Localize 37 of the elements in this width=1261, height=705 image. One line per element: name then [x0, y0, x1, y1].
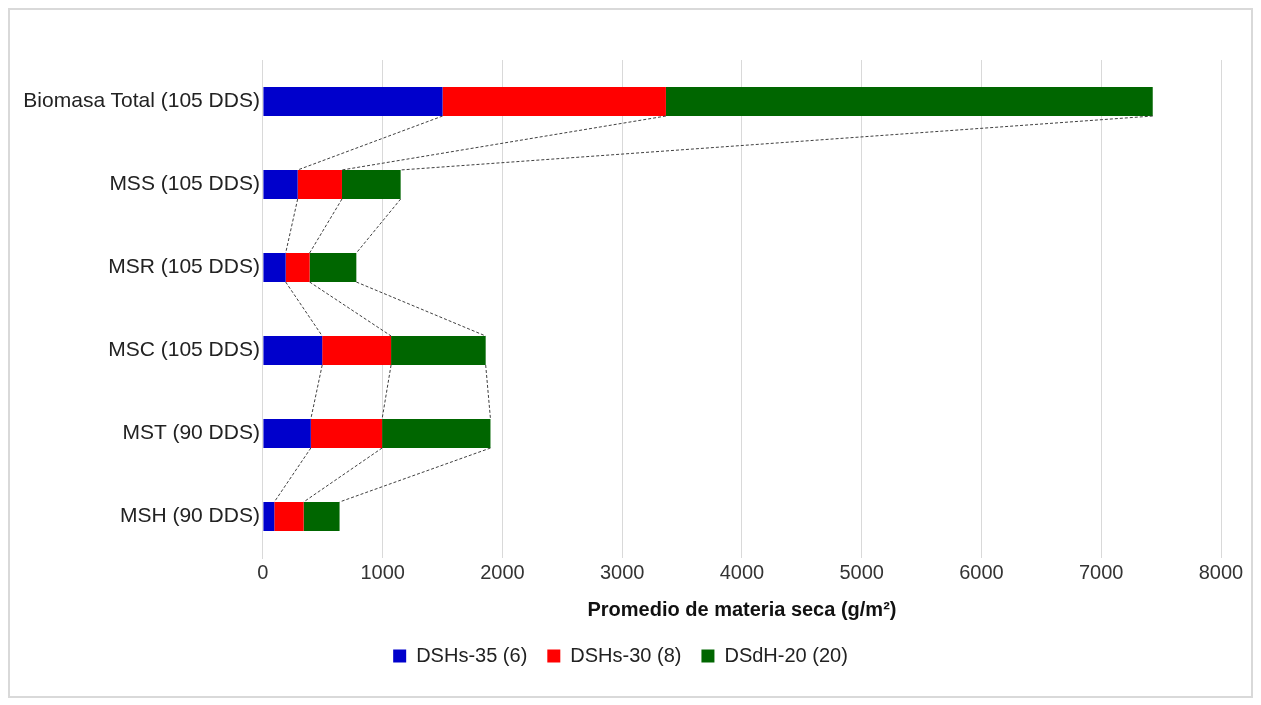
bar [263, 252, 286, 283]
bar [391, 335, 486, 366]
bar [274, 501, 304, 532]
bar [285, 252, 310, 283]
x-tick-label: 1000 [360, 560, 405, 583]
bar [341, 169, 401, 200]
bar [442, 86, 666, 117]
x-tick-label: 5000 [839, 560, 884, 583]
bar [297, 169, 342, 200]
legend-label: DSHs-35 (6) [416, 643, 528, 666]
y-tick-label: MSR (105 DDS) [108, 254, 260, 278]
y-tick-label: Biomasa Total (105 DDS) [23, 88, 260, 112]
x-tick-label: 4000 [719, 560, 765, 583]
x-tick-label: 2000 [480, 560, 525, 583]
bar [263, 335, 323, 366]
x-axis-title: Promedio de materia seca (g/m²) [587, 597, 897, 620]
bar [263, 169, 298, 200]
x-tick-label: 8000 [1198, 560, 1244, 583]
x-tick-label: 3000 [599, 560, 645, 583]
x-tick-label: 6000 [959, 560, 1004, 583]
y-tick-label: MSH (90 DDS) [119, 503, 260, 527]
legend-label: DSHs-30 (8) [570, 643, 682, 666]
bar [303, 501, 340, 532]
bar [263, 86, 443, 117]
bar [382, 418, 491, 449]
bar [263, 418, 311, 449]
bar [322, 335, 392, 366]
bar [263, 501, 275, 532]
bar [665, 86, 1153, 117]
bar [310, 418, 383, 449]
legend-label: DSdH-20 (20) [724, 643, 848, 666]
y-tick-label: MSC (105 DDS) [108, 337, 260, 361]
x-tick-label: 7000 [1078, 560, 1124, 583]
y-tick-label: MST (90 DDS) [122, 420, 260, 444]
y-tick-label: MSS (105 DDS) [109, 171, 260, 195]
bar [309, 252, 357, 283]
x-tick-label: 0 [257, 560, 269, 583]
